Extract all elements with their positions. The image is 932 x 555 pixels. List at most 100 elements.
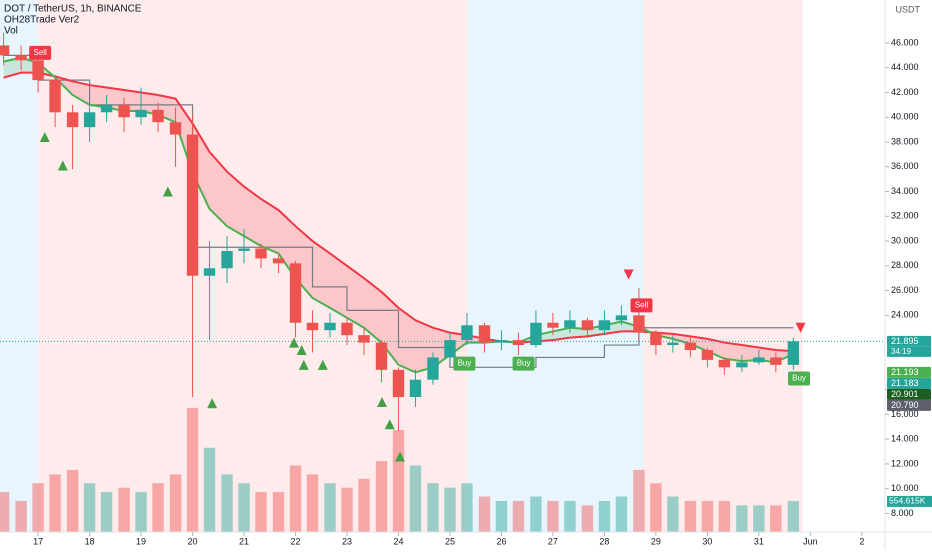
candle-body [753, 357, 765, 363]
price-label-box [887, 335, 931, 347]
y-tick-label: 32.000 [891, 211, 919, 221]
price-label: 20.790 [891, 400, 919, 410]
candle-body [272, 258, 285, 264]
candle-body [547, 322, 559, 328]
volume-bar [392, 430, 405, 532]
volume-bar [306, 474, 319, 532]
trend-fill [398, 307, 416, 373]
x-tick-label: 17 [33, 536, 43, 546]
candle-body [15, 55, 27, 61]
trend-fill [209, 151, 228, 227]
candle-body [152, 109, 164, 123]
candle-body [564, 320, 576, 328]
trend-fill [569, 327, 588, 338]
volume-bar [478, 496, 491, 532]
volume-bar [650, 483, 662, 532]
candle-body [358, 335, 370, 343]
y-tick-label: 42.000 [891, 87, 919, 97]
candle-body [770, 357, 782, 365]
volume-bar [169, 474, 182, 532]
volume-bar [186, 407, 199, 532]
volume-bar [547, 500, 559, 532]
price-axis [885, 0, 932, 550]
y-tick-label: 14.000 [891, 434, 919, 444]
trend-fill [3, 57, 22, 78]
volume-bar [238, 483, 250, 532]
currency: USDT [896, 4, 921, 14]
signal-box [630, 298, 653, 313]
candle-body [0, 45, 10, 56]
candle-body [444, 340, 456, 358]
signal-triangle [298, 359, 309, 370]
signal-triangle [207, 398, 218, 409]
signal-triangle [377, 397, 388, 408]
trend-fill [690, 336, 708, 352]
x-tick-label: 24 [393, 536, 403, 546]
countdown: 34:19 [891, 347, 912, 356]
volume-bar [375, 461, 388, 532]
y-tick-label: 16.000 [891, 409, 919, 419]
signal-triangle [57, 160, 68, 171]
trend-fill [741, 345, 759, 362]
volume-bar [221, 474, 233, 532]
volume-bar [564, 500, 576, 532]
candle-body [684, 342, 697, 351]
x-tick-label: 28 [599, 536, 609, 546]
candle-body [289, 263, 302, 323]
time-axis [0, 532, 932, 550]
volume-bar [753, 505, 765, 532]
signal-triangle [795, 322, 806, 333]
signal-triangle [162, 186, 173, 197]
trend-fill [330, 253, 347, 318]
signal-label: Buy [457, 359, 471, 368]
y-tick-label: 36.000 [891, 161, 919, 171]
y-tick-label: 26.000 [891, 285, 919, 295]
x-tick-label: 21 [239, 536, 249, 546]
signal-label: Sell [635, 301, 649, 310]
volume-label-box [887, 495, 932, 507]
volume-bar [358, 478, 370, 532]
price-label: 20.901 [891, 389, 919, 399]
candle-body [135, 109, 147, 118]
y-tick-label: 10.000 [891, 483, 919, 493]
volume-bar [32, 483, 44, 532]
trend-fill [72, 81, 90, 105]
trend-zone [467, 0, 644, 532]
volume-bar [770, 505, 782, 532]
x-tick-label: Jun [803, 536, 818, 546]
trend-fill [244, 186, 262, 247]
volume-bar [427, 483, 439, 532]
indicator-title: OH28Trade Ver2 [4, 15, 80, 26]
price-label-box [887, 366, 931, 378]
signal-box [788, 371, 811, 386]
y-tick-label: 46.000 [891, 37, 919, 47]
x-tick-label: 27 [548, 536, 558, 546]
volume-bar [324, 483, 336, 532]
candle-body [203, 268, 216, 276]
candle-body [100, 104, 113, 113]
volume-bar [615, 496, 628, 532]
volume-bar [341, 487, 353, 532]
candle-body [66, 112, 79, 128]
candle-body [49, 80, 61, 113]
volume-label: 554.615K [889, 496, 926, 506]
candle-body [32, 60, 44, 81]
candle-body [718, 359, 731, 368]
candle-body [581, 320, 594, 331]
x-tick-label: 19 [136, 536, 146, 546]
price-label-box [887, 388, 931, 400]
signal-triangle [395, 451, 406, 462]
candle-body [186, 134, 199, 276]
x-tick-label: 29 [651, 536, 661, 546]
candle-body [118, 104, 130, 118]
volume-bar [581, 505, 594, 532]
candle-body [409, 379, 422, 398]
volume-bar [135, 492, 147, 532]
candle-body [495, 340, 508, 343]
price-label-box [887, 399, 931, 411]
candle-body [169, 122, 182, 135]
candle-body [701, 350, 714, 360]
volume-bar [203, 447, 216, 532]
signal-triangle [39, 132, 50, 143]
trend-fill [89, 85, 107, 108]
